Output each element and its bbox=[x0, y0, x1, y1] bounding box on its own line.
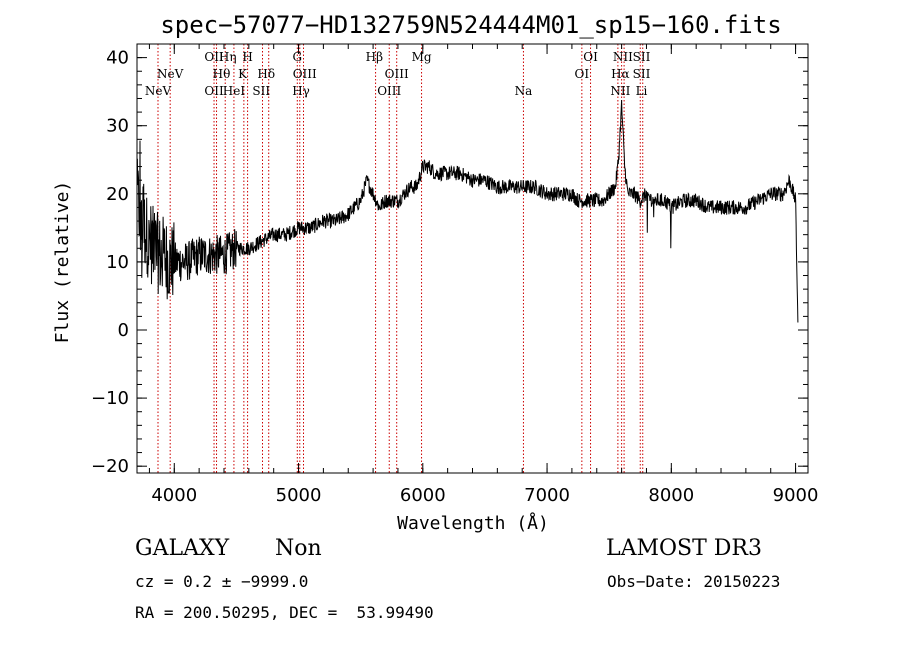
y-tick-label-1: −10 bbox=[91, 388, 129, 409]
spectrum-line bbox=[136, 99, 799, 323]
line-label-10: Hδ bbox=[257, 67, 275, 81]
y-tick-label-4: 20 bbox=[106, 184, 129, 205]
line-label-19: OI bbox=[583, 50, 598, 64]
line-label-13: Hγ bbox=[292, 84, 310, 98]
line-label-25: NII bbox=[610, 84, 630, 98]
y-axis-label: Flux (relative) bbox=[52, 181, 73, 344]
coords-text: RA = 200.50295, DEC = 53.99490 bbox=[135, 603, 434, 622]
line-label-16: OIII bbox=[377, 84, 401, 98]
y-tick-label-0: −20 bbox=[91, 456, 129, 477]
x-tick-label-3: 7000 bbox=[524, 485, 570, 506]
line-label-26: Li bbox=[636, 84, 648, 98]
line-marker-labels: NeVNeVOIIOIIHηHθHeIHKSIIHδGOIIIHγHβOIIIO… bbox=[145, 50, 651, 98]
x-tick-label-2: 6000 bbox=[400, 485, 446, 506]
x-tick-label-0: 4000 bbox=[151, 485, 197, 506]
line-label-15: OIII bbox=[385, 67, 409, 81]
line-label-22: SII bbox=[633, 50, 651, 64]
x-axis-label: Wavelength (Å) bbox=[397, 512, 549, 534]
line-label-21: NII bbox=[613, 50, 633, 64]
line-label-3: OII bbox=[204, 84, 224, 98]
survey-label: LAMOST DR3 bbox=[606, 536, 762, 561]
x-tick-label-1: 5000 bbox=[276, 485, 322, 506]
line-label-0: NeV bbox=[145, 84, 172, 98]
y-tick-label-3: 10 bbox=[106, 252, 129, 273]
line-label-12: OIII bbox=[293, 67, 317, 81]
line-markers bbox=[157, 44, 644, 473]
redshift-text: cz = 0.2 ± −9999.0 bbox=[135, 572, 309, 591]
line-label-4: Hη bbox=[219, 50, 237, 64]
x-tick-label-4: 8000 bbox=[648, 485, 694, 506]
x-tick-label-5: 9000 bbox=[773, 485, 819, 506]
y-axis: −20 −10 0 10 20 30 40 bbox=[91, 48, 808, 477]
y-tick-label-2: 0 bbox=[118, 320, 129, 341]
line-label-18: Na bbox=[515, 84, 533, 98]
line-label-14: Hβ bbox=[366, 50, 383, 64]
chart-title: spec−57077−HD132759N524444M01_sp15−160.f… bbox=[160, 11, 781, 39]
line-label-6: HeI bbox=[223, 84, 246, 98]
line-label-7: H bbox=[242, 50, 252, 64]
line-label-11: G bbox=[292, 50, 302, 64]
plot-frame bbox=[136, 43, 809, 474]
line-label-20: OI bbox=[575, 67, 590, 81]
subclass-label: Non bbox=[275, 536, 322, 561]
line-label-8: K bbox=[238, 67, 248, 81]
line-label-23: Hα bbox=[611, 67, 630, 81]
line-label-9: SII bbox=[252, 84, 270, 98]
line-label-5: Hθ bbox=[213, 67, 231, 81]
line-label-17: Mg bbox=[412, 50, 432, 64]
y-tick-label-6: 40 bbox=[106, 48, 129, 69]
y-tick-label-5: 30 bbox=[106, 116, 129, 137]
line-label-24: SII bbox=[633, 67, 651, 81]
obs-date-text: Obs−Date: 20150223 bbox=[607, 572, 781, 591]
x-axis: 4000 5000 6000 7000 8000 9000 bbox=[148, 44, 819, 506]
line-label-1: NeV bbox=[157, 67, 184, 81]
line-label-2: OII bbox=[204, 50, 224, 64]
class-label: GALAXY bbox=[135, 536, 230, 561]
